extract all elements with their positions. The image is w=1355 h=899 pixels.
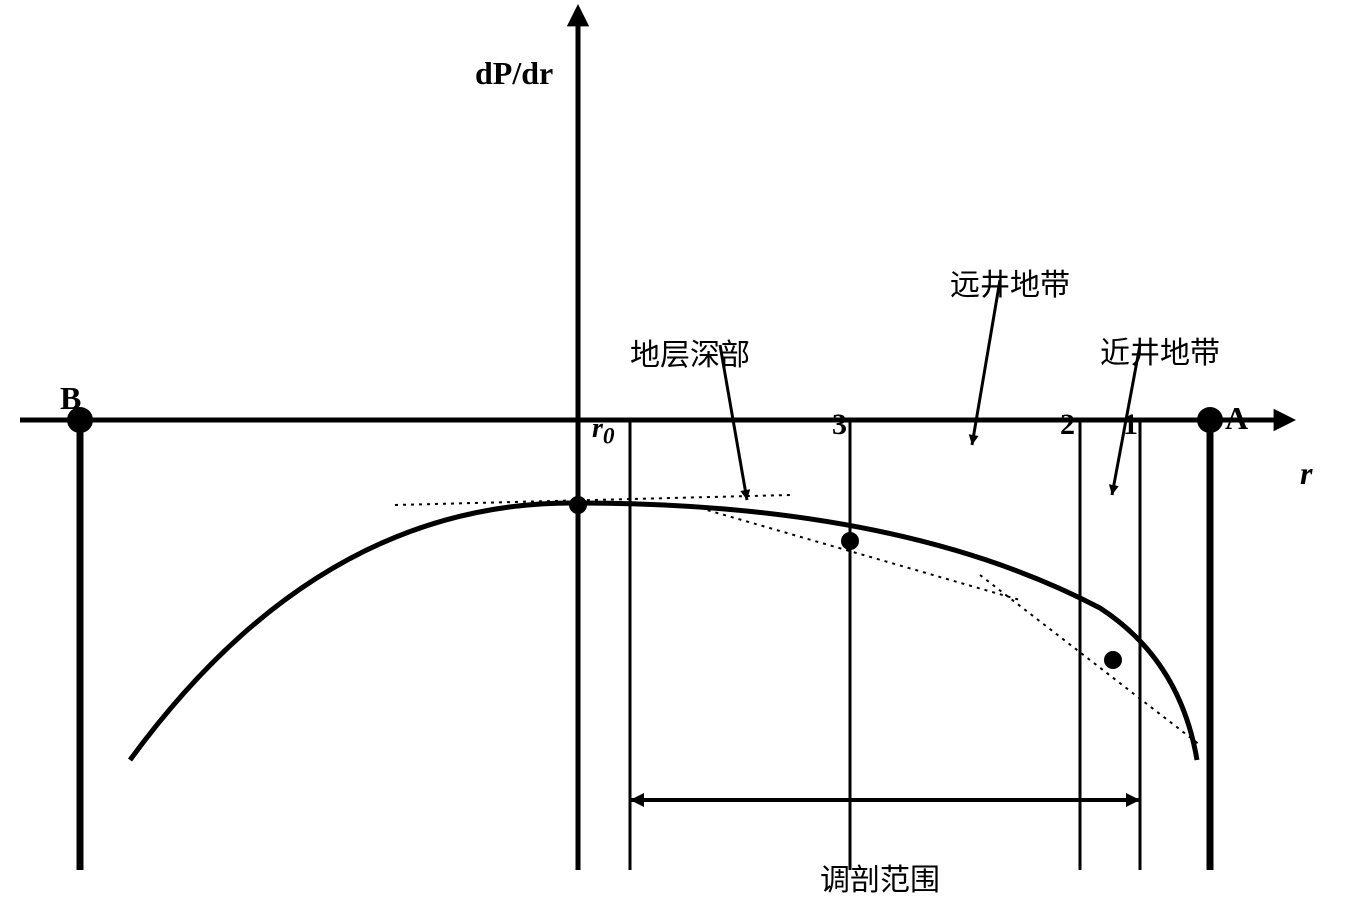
far-well-zone-label: 远井地带 — [950, 260, 1070, 304]
near-well-zone-label: 近井地带 — [1100, 328, 1220, 372]
y-axis-label: dP/dr — [475, 55, 553, 92]
well-B-label: B — [60, 380, 81, 417]
well-A-label: A — [1225, 400, 1248, 437]
r0-sub: 0 — [603, 424, 615, 450]
x-axis-label: r — [1300, 455, 1312, 492]
r0-label: r0 — [592, 413, 615, 451]
r0-main: r — [592, 413, 603, 444]
range-label: 调剖范围 — [820, 855, 940, 899]
tick-1-label: 1 — [1123, 408, 1138, 442]
tick-2-label: 2 — [1060, 408, 1075, 442]
tick-3-label: 3 — [832, 408, 847, 442]
deep-formation-label: 地层深部 — [630, 330, 750, 374]
diagram-canvas — [0, 0, 1355, 880]
